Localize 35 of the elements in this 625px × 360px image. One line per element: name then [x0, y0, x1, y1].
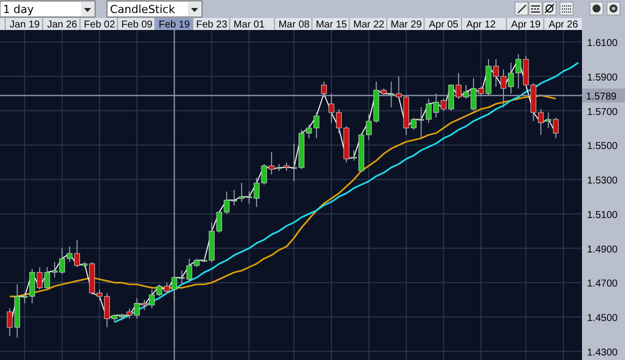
- x-tick-label: Apr 05: [428, 20, 459, 30]
- x-tick-label: Apr 26: [548, 20, 578, 30]
- text: CandleStick: [110, 3, 176, 16]
- y-tick-label: 1.4700: [587, 278, 618, 290]
- x-tick-label: Mar 22: [353, 20, 385, 30]
- line-series: [114, 62, 580, 323]
- x-tick-label: Apr 12: [466, 20, 496, 30]
- y-tick-label: 1.6100: [587, 38, 618, 50]
- x-tick-label: Jan 19: [10, 20, 40, 30]
- candlestick: [396, 76, 402, 100]
- y-tick-label: 1.4900: [587, 244, 618, 256]
- x-tick-label: Mar 29: [390, 20, 422, 30]
- x-tick-label: Feb 09: [121, 20, 153, 30]
- y-tick-label: 1.5300: [587, 176, 618, 187]
- x-tick-label: Mar 01: [234, 20, 266, 30]
- y-tick-label: 1.4500: [587, 313, 618, 324]
- y-tick-label: 1.5700: [587, 106, 618, 118]
- x-tick-label: Mar 15: [316, 20, 348, 30]
- x-tick-label: Feb 02: [84, 20, 116, 30]
- candlestick: [321, 81, 327, 98]
- line-series: [8, 94, 557, 298]
- x-tick-label: Apr 19: [511, 20, 542, 30]
- candlestick: [388, 81, 394, 108]
- y-tick-label: 1.5900: [587, 72, 618, 84]
- y-tick-label: 1.5100: [587, 210, 618, 221]
- y-tick-label: 1.4300: [587, 347, 618, 358]
- candlestick: [186, 258, 192, 284]
- x-tick-label: Feb 23: [196, 20, 228, 30]
- ref-line-label: 1.5789: [586, 91, 618, 102]
- y-tick-label: 1.5500: [587, 141, 618, 152]
- candlestick: [6, 308, 13, 336]
- x-tick-label: Mar 08: [278, 20, 310, 30]
- text: 1 day: [3, 3, 34, 16]
- x-tick-label: Feb 19: [158, 20, 190, 30]
- x-tick-label: Jan 26: [47, 20, 78, 30]
